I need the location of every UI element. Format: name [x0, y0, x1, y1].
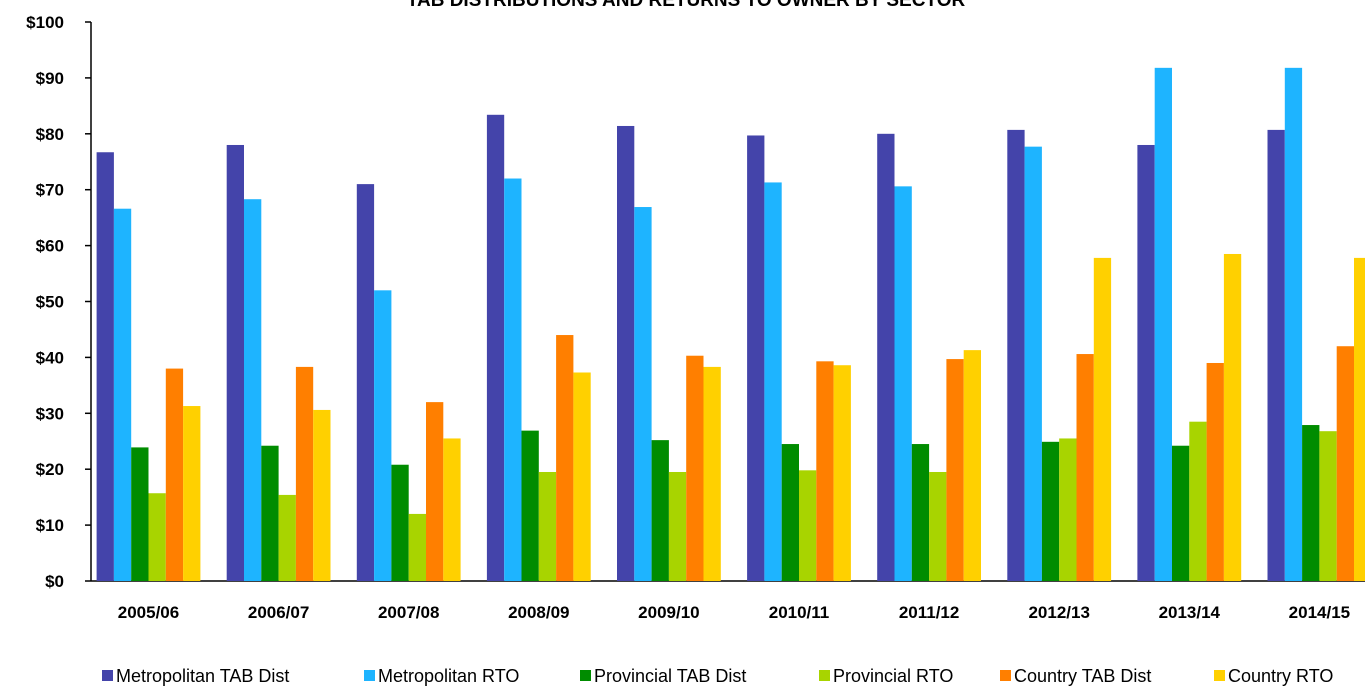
y-tick-label: $20 [36, 460, 64, 479]
bar [278, 494, 296, 581]
bar [799, 470, 817, 581]
y-tick-label: $90 [36, 69, 64, 88]
bar [356, 184, 375, 582]
bar [1284, 67, 1303, 581]
bar [1354, 257, 1365, 581]
x-tick-label: 2012/13 [1028, 603, 1089, 622]
bar [408, 513, 426, 581]
x-tick-label: 2007/08 [378, 603, 439, 622]
y-tick-label: $40 [36, 348, 64, 367]
bar [374, 290, 392, 581]
y-tick-label: $10 [36, 516, 64, 535]
bar [651, 440, 669, 581]
bar [573, 372, 591, 581]
bar [391, 464, 409, 581]
legend-label: Provincial TAB Dist [594, 666, 746, 686]
x-tick-label: 2010/11 [769, 603, 830, 622]
bar [1059, 438, 1077, 581]
bars [96, 67, 1365, 582]
bar [1007, 129, 1025, 581]
bar [165, 368, 184, 581]
bar [1267, 129, 1285, 581]
bar [617, 125, 635, 581]
x-tick-label: 2014/15 [1289, 603, 1350, 622]
bar [833, 365, 851, 581]
y-tick-label: $80 [36, 125, 64, 144]
bar [426, 402, 444, 581]
y-tick-label: $60 [36, 237, 64, 256]
legend-label: Metropolitan TAB Dist [116, 666, 289, 686]
x-tick-label: 2009/10 [638, 603, 699, 622]
bar [504, 178, 522, 581]
y-tick-label: $0 [45, 572, 64, 591]
bar [295, 366, 314, 581]
bar [244, 199, 262, 581]
bar [894, 186, 912, 581]
bar [1302, 425, 1320, 581]
bar [634, 207, 652, 582]
legend-swatch [1000, 670, 1011, 681]
bar [747, 135, 765, 582]
chart-title: TAB DISTRIBUTIONS AND RETURNS TO OWNER B… [407, 0, 966, 11]
legend-label: Metropolitan RTO [378, 666, 519, 686]
bar [538, 471, 557, 581]
bar [1137, 144, 1155, 582]
bar [1172, 445, 1190, 581]
legend-swatch [102, 670, 113, 681]
bar [443, 438, 461, 581]
legend-label: Country RTO [1228, 666, 1333, 686]
bar [1319, 431, 1337, 581]
y-tick-label: $100 [26, 13, 64, 32]
bar [703, 366, 721, 581]
bar [96, 152, 114, 581]
bar [764, 182, 782, 582]
bar [1336, 346, 1354, 581]
bar [148, 493, 166, 581]
legend-label: Country TAB Dist [1014, 666, 1151, 686]
bar [131, 447, 149, 581]
legend-swatch [1214, 670, 1225, 681]
bar [1223, 253, 1242, 582]
bar [686, 355, 704, 581]
bar [486, 114, 505, 581]
bar [946, 359, 964, 581]
bar [1041, 441, 1060, 581]
bar [1189, 421, 1207, 581]
y-tick-label: $70 [36, 181, 64, 200]
x-axis-ticks: 2005/06 2006/07 2007/08 2008/09 2009/10 2010/… [118, 603, 1350, 622]
bar [1076, 354, 1094, 581]
bar [313, 409, 331, 581]
x-tick-label: 2013/14 [1159, 603, 1221, 622]
bar [556, 335, 574, 581]
bar [668, 471, 687, 581]
bar [1154, 67, 1172, 581]
x-tick-label: 2006/07 [248, 603, 309, 622]
y-axis-ticks: $0 $10 $20 $30 $40 $50 $60 $70 $80 $90 $100 [26, 13, 91, 591]
y-tick-label: $50 [36, 293, 64, 312]
legend: Metropolitan TAB Dist Metropolitan RTO Pro… [102, 666, 1333, 686]
legend-label: Provincial RTO [833, 666, 953, 686]
legend-swatch [580, 670, 591, 681]
x-tick-label: 2011/12 [899, 603, 960, 622]
y-tick-label: $30 [36, 404, 64, 423]
bar [877, 133, 895, 582]
legend-swatch [819, 670, 830, 681]
bar [226, 144, 244, 582]
bar [963, 350, 981, 581]
bar [781, 444, 799, 581]
legend-swatch [364, 670, 375, 681]
x-tick-label: 2008/09 [508, 603, 569, 622]
bar [816, 361, 834, 581]
bar [1093, 257, 1112, 581]
bar [183, 406, 201, 581]
bar [1206, 362, 1224, 581]
bar [521, 430, 539, 581]
bar [911, 444, 930, 581]
bar [261, 445, 279, 581]
bar [1024, 146, 1042, 582]
bar [113, 208, 132, 581]
bar [929, 471, 947, 581]
x-tick-label: 2005/06 [118, 603, 179, 622]
